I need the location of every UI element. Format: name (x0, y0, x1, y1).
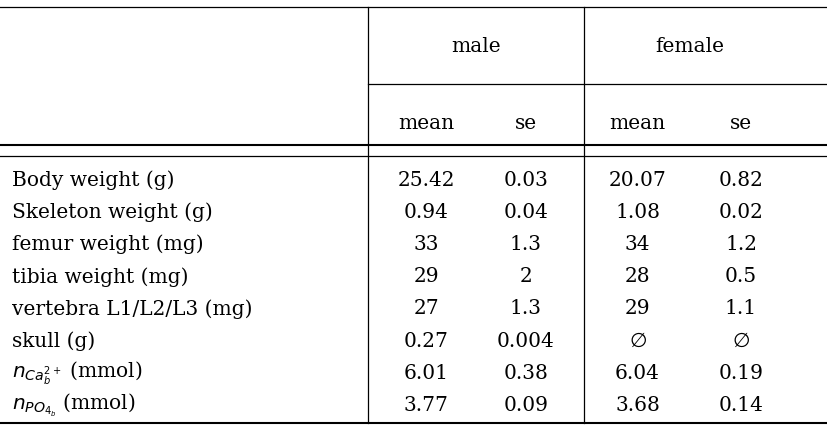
Text: 1.1: 1.1 (724, 299, 756, 319)
Text: se: se (514, 114, 536, 133)
Text: 0.38: 0.38 (503, 363, 547, 383)
Text: 2: 2 (519, 267, 532, 286)
Text: 0.5: 0.5 (724, 267, 756, 286)
Text: Body weight (g): Body weight (g) (12, 171, 174, 190)
Text: 1.3: 1.3 (509, 235, 541, 254)
Text: 25.42: 25.42 (397, 171, 455, 190)
Text: 0.03: 0.03 (503, 171, 547, 190)
Text: 20.07: 20.07 (608, 171, 666, 190)
Text: 0.19: 0.19 (718, 363, 762, 383)
Text: skull (g): skull (g) (12, 331, 96, 351)
Text: 6.01: 6.01 (404, 363, 448, 383)
Text: 0.82: 0.82 (718, 171, 762, 190)
Text: 0.94: 0.94 (404, 203, 448, 222)
Text: 3.77: 3.77 (404, 396, 448, 415)
Text: 27: 27 (414, 299, 438, 319)
Text: se: se (729, 114, 751, 133)
Text: mean: mean (609, 114, 665, 133)
Text: 0.04: 0.04 (503, 203, 547, 222)
Text: 0.02: 0.02 (718, 203, 762, 222)
Text: 29: 29 (624, 299, 649, 319)
Text: $n_{PO_{4_b}}$ (mmol): $n_{PO_{4_b}}$ (mmol) (12, 392, 136, 419)
Text: male: male (451, 37, 500, 56)
Text: 1.2: 1.2 (724, 235, 756, 254)
Text: $n_{Ca_b^{2+}}$ (mmol): $n_{Ca_b^{2+}}$ (mmol) (12, 359, 142, 387)
Text: tibia weight (mg): tibia weight (mg) (12, 267, 189, 286)
Text: femur weight (mg): femur weight (mg) (12, 235, 203, 254)
Text: 0.004: 0.004 (496, 331, 554, 351)
Text: 28: 28 (624, 267, 649, 286)
Text: mean: mean (398, 114, 454, 133)
Text: 1.3: 1.3 (509, 299, 541, 319)
Text: vertebra L1/L2/L3 (mg): vertebra L1/L2/L3 (mg) (12, 299, 252, 319)
Text: 29: 29 (414, 267, 438, 286)
Text: 0.14: 0.14 (718, 396, 762, 415)
Text: 34: 34 (624, 235, 649, 254)
Text: $\emptyset$: $\emptyset$ (628, 331, 646, 351)
Text: 0.09: 0.09 (503, 396, 547, 415)
Text: 6.04: 6.04 (614, 363, 659, 383)
Text: Skeleton weight (g): Skeleton weight (g) (12, 203, 213, 222)
Text: 3.68: 3.68 (614, 396, 659, 415)
Text: 33: 33 (414, 235, 438, 254)
Text: $\emptyset$: $\emptyset$ (731, 331, 749, 351)
Text: 1.08: 1.08 (614, 203, 659, 222)
Text: 0.27: 0.27 (404, 331, 448, 351)
Text: female: female (654, 37, 723, 56)
